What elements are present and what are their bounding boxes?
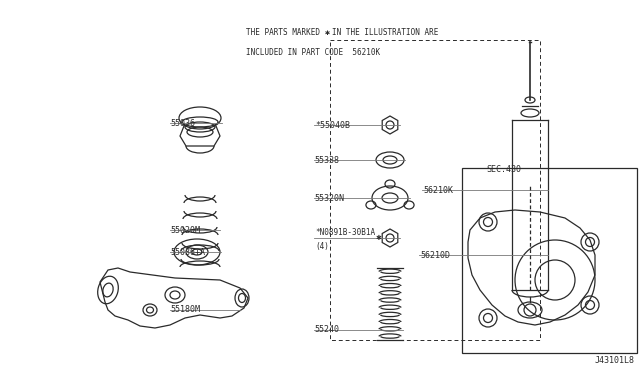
Text: *55040B: *55040B xyxy=(315,121,350,129)
Text: 55338: 55338 xyxy=(315,155,340,164)
Text: 55240: 55240 xyxy=(315,326,340,334)
Text: 56210K: 56210K xyxy=(424,186,454,195)
Text: 55036+A: 55036+A xyxy=(171,247,206,257)
Text: 55036: 55036 xyxy=(171,119,196,128)
Bar xyxy=(330,40,540,340)
Text: THE PARTS MARKED: THE PARTS MARKED xyxy=(246,28,321,37)
Bar xyxy=(462,168,637,353)
Text: ✱: ✱ xyxy=(375,235,381,241)
Text: SEC.430: SEC.430 xyxy=(486,165,522,174)
Text: INCLUDED IN PART CODE  56210K: INCLUDED IN PART CODE 56210K xyxy=(246,48,381,57)
Text: 55180M: 55180M xyxy=(171,305,201,314)
Text: 56210D: 56210D xyxy=(420,250,451,260)
Text: 55020M: 55020M xyxy=(171,225,201,234)
Text: 55320N: 55320N xyxy=(315,193,345,202)
Text: ✱: ✱ xyxy=(324,28,330,37)
Text: IN THE ILLUSTRATION ARE: IN THE ILLUSTRATION ARE xyxy=(332,28,438,37)
Text: *N0891B-30B1A: *N0891B-30B1A xyxy=(315,228,375,237)
Text: (4): (4) xyxy=(315,241,329,250)
Text: J43101L8: J43101L8 xyxy=(595,356,635,365)
